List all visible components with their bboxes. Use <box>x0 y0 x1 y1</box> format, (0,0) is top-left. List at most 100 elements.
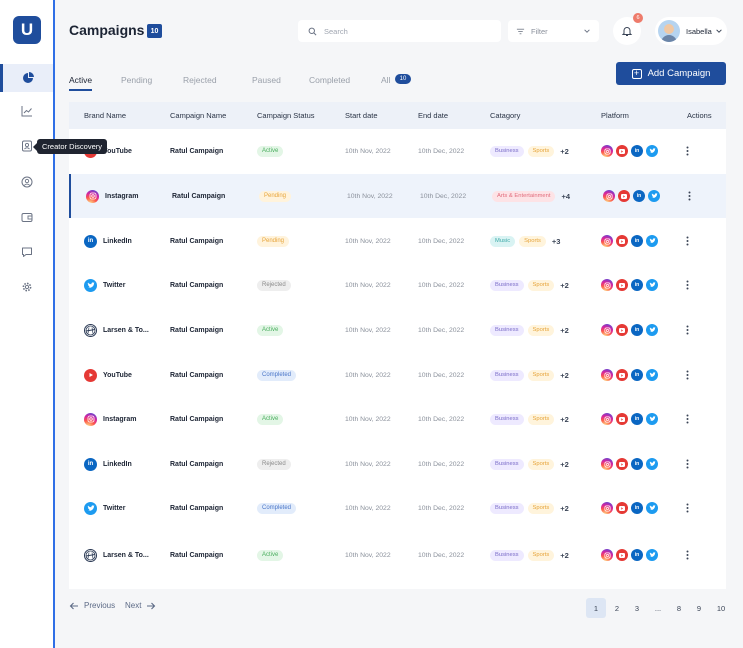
table-row[interactable]: Twitter Ratul Campaign Completed 10th Nov, … <box>69 486 726 530</box>
instagram-icon[interactable] <box>601 324 613 336</box>
linkedin-icon[interactable]: in <box>631 324 643 336</box>
page-number-button[interactable]: 2 <box>614 603 620 613</box>
filter-dropdown[interactable]: Filter <box>508 20 599 42</box>
sidebar-item-analytics[interactable] <box>0 97 53 125</box>
page-number-button[interactable]: 3 <box>634 603 640 613</box>
linkedin-icon[interactable]: in <box>631 145 643 157</box>
table-row[interactable]: Twitter Ratul Campaign Rejected 10th Nov, 2… <box>69 263 726 307</box>
linkedin-icon[interactable]: in <box>631 549 643 561</box>
youtube-icon[interactable] <box>616 324 628 336</box>
more-actions-button[interactable] <box>681 324 693 336</box>
app-logo[interactable]: U <box>13 16 41 44</box>
sidebar-item-messages[interactable] <box>0 238 53 266</box>
instagram-icon[interactable] <box>601 369 613 381</box>
tab-active[interactable]: Active <box>69 75 93 91</box>
instagram-icon[interactable] <box>601 145 613 157</box>
linkedin-icon[interactable]: in <box>631 502 643 514</box>
youtube-icon[interactable] <box>616 413 628 425</box>
linkedin-icon[interactable]: in <box>631 369 643 381</box>
add-campaign-button[interactable]: + Add Campaign <box>616 62 726 85</box>
twitter-icon[interactable] <box>646 369 658 381</box>
more-categories-count[interactable]: +2 <box>560 146 569 156</box>
more-categories-count[interactable]: +2 <box>560 280 569 290</box>
next-page-button[interactable]: Next <box>125 601 156 610</box>
more-actions-button[interactable] <box>681 279 693 291</box>
more-actions-button[interactable] <box>681 369 693 381</box>
previous-page-button[interactable]: Previous <box>69 601 115 610</box>
page-number-button[interactable]: 10 <box>716 603 726 613</box>
twitter-icon[interactable] <box>646 549 658 561</box>
table-row[interactable]: Instagram Ratul Campaign Pending 10th Nov, … <box>69 174 726 218</box>
category-cell: Business Sports +2 <box>490 308 569 352</box>
table-row[interactable]: Larsen & To... Ratul Campaign Active 10th N… <box>69 308 726 352</box>
youtube-icon[interactable] <box>618 190 630 202</box>
more-categories-count[interactable]: +2 <box>560 550 569 560</box>
youtube-icon[interactable] <box>616 369 628 381</box>
more-actions-button[interactable] <box>681 458 693 470</box>
more-actions-button[interactable] <box>681 549 693 561</box>
search-input[interactable] <box>324 26 494 36</box>
tab-pending[interactable]: Pending <box>121 75 153 85</box>
instagram-icon[interactable] <box>601 413 613 425</box>
user-menu[interactable]: Isabella <box>655 17 727 45</box>
twitter-icon[interactable] <box>646 279 658 291</box>
sidebar-item-profile[interactable] <box>0 168 53 196</box>
tab-rejected[interactable]: Rejected <box>183 75 217 85</box>
instagram-icon[interactable] <box>601 502 613 514</box>
youtube-icon[interactable] <box>616 502 628 514</box>
twitter-icon[interactable] <box>646 145 658 157</box>
table-row[interactable]: Instagram Ratul Campaign Active 10th Nov, 2… <box>69 397 726 441</box>
table-row[interactable]: in LinkedIn Ratul Campaign Pending 10th Nov,… <box>69 219 726 263</box>
instagram-icon[interactable] <box>603 190 615 202</box>
more-categories-count[interactable]: +2 <box>560 459 569 469</box>
twitter-icon[interactable] <box>648 190 660 202</box>
page-number-button[interactable]: 8 <box>676 603 682 613</box>
instagram-icon[interactable] <box>601 279 613 291</box>
instagram-icon[interactable] <box>601 458 613 470</box>
more-categories-count[interactable]: +2 <box>560 503 569 513</box>
sidebar-item-dashboard[interactable] <box>0 64 53 92</box>
more-actions-button[interactable] <box>681 502 693 514</box>
table-row[interactable]: in LinkedIn Ratul Campaign Rejected 10th Nov… <box>69 442 726 486</box>
table-row[interactable]: YouTube Ratul Campaign Completed 10th Nov, … <box>69 353 726 397</box>
youtube-icon[interactable] <box>616 145 628 157</box>
sidebar-item-wallet[interactable] <box>0 203 53 231</box>
tab-paused[interactable]: Paused <box>252 75 281 85</box>
table-row[interactable]: YouTube Ratul Campaign Active 10th Nov, 202… <box>69 129 726 173</box>
linkedin-icon[interactable]: in <box>631 458 643 470</box>
linkedin-icon[interactable]: in <box>631 413 643 425</box>
twitter-icon[interactable] <box>646 413 658 425</box>
more-categories-count[interactable]: +2 <box>560 414 569 424</box>
linkedin-icon[interactable]: in <box>633 190 645 202</box>
arrow-right-icon <box>147 602 156 609</box>
twitter-icon[interactable] <box>646 458 658 470</box>
youtube-icon[interactable] <box>616 458 628 470</box>
youtube-icon[interactable] <box>616 549 628 561</box>
linkedin-icon[interactable]: in <box>631 279 643 291</box>
instagram-icon <box>86 189 99 203</box>
more-categories-count[interactable]: +3 <box>551 236 561 246</box>
more-actions-button[interactable] <box>681 413 693 425</box>
more-actions-button[interactable] <box>681 145 693 157</box>
sidebar-item-settings[interactable] <box>0 273 53 301</box>
instagram-icon[interactable] <box>601 235 613 247</box>
twitter-icon[interactable] <box>646 324 658 336</box>
more-actions-button[interactable] <box>683 190 695 202</box>
twitter-icon[interactable] <box>646 235 658 247</box>
tab-completed[interactable]: Completed <box>309 75 351 85</box>
sidebar-item-creator-discovery[interactable] <box>0 132 53 160</box>
page-number-button[interactable]: 1 <box>586 598 606 618</box>
instagram-icon[interactable] <box>601 549 613 561</box>
search-box[interactable] <box>298 20 501 42</box>
more-categories-count[interactable]: +2 <box>560 370 569 380</box>
more-categories-count[interactable]: +2 <box>560 325 569 335</box>
tab-all[interactable]: All <box>381 75 391 85</box>
linkedin-icon[interactable]: in <box>631 235 643 247</box>
twitter-icon[interactable] <box>646 502 658 514</box>
page-number-button[interactable]: 9 <box>696 603 702 613</box>
more-categories-count[interactable]: +4 <box>561 191 571 201</box>
youtube-icon[interactable] <box>616 279 628 291</box>
table-row[interactable]: Larsen & To... Ratul Campaign Active 10th N… <box>69 533 726 577</box>
more-actions-button[interactable] <box>681 235 693 247</box>
youtube-icon[interactable] <box>616 235 628 247</box>
